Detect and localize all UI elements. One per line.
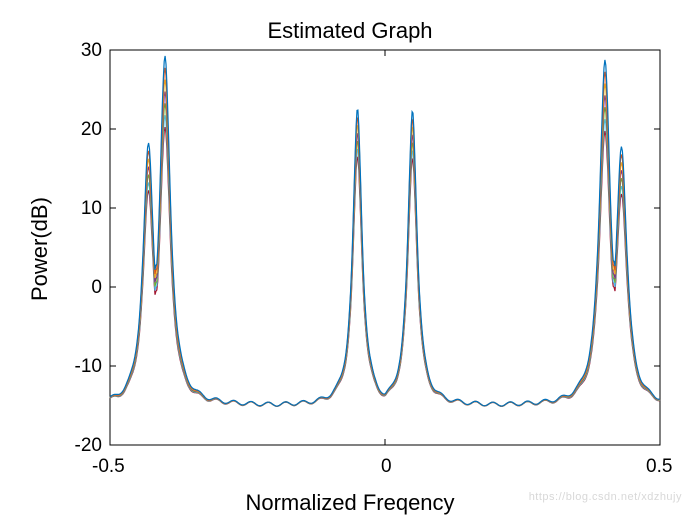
- watermark-text: https://blog.csdn.net/xdzhujy: [529, 491, 682, 503]
- chart-container: Estimated Graph Power(dB) Normalized Fre…: [0, 0, 700, 525]
- plot-area: [0, 0, 700, 525]
